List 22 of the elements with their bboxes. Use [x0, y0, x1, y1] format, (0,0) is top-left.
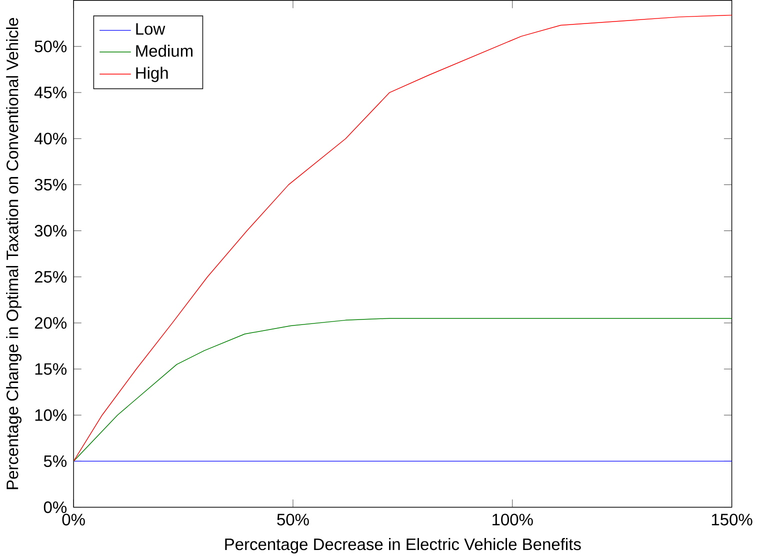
- line-series: [74, 14, 732, 462]
- x-tick-label: 0%: [62, 514, 85, 526]
- y-tick-label: 30%: [34, 225, 67, 237]
- y-tick-label: 40%: [34, 132, 67, 145]
- y-tick-label: 35%: [34, 179, 67, 191]
- y-tick-label: 15%: [35, 363, 67, 376]
- y-tick-label: 25%: [34, 271, 67, 283]
- y-tick-label: 50%: [34, 40, 67, 53]
- x-axis-title: Percentage Decrease in Electric Vehicle Benefits: [225, 538, 581, 554]
- x-tick-label: 100%: [492, 514, 533, 526]
- legend-label: Low: [136, 23, 166, 36]
- y-tick-label: 20%: [34, 317, 67, 330]
- y-axis-title: Percentage Change in Optimal Taxation on Conventional Vehicle: [6, 18, 22, 490]
- legend-label: High: [136, 66, 168, 82]
- x-tick-label: 150%: [712, 514, 752, 526]
- y-tick-label: 10%: [35, 409, 67, 422]
- legend-label: Medium: [136, 44, 192, 58]
- line-series: [74, 318, 732, 462]
- y-tick-label: 5%: [44, 456, 67, 468]
- x-tick-label: 50%: [277, 514, 309, 526]
- y-tick-label: 0%: [44, 502, 67, 514]
- y-tick-label: 45%: [34, 86, 67, 99]
